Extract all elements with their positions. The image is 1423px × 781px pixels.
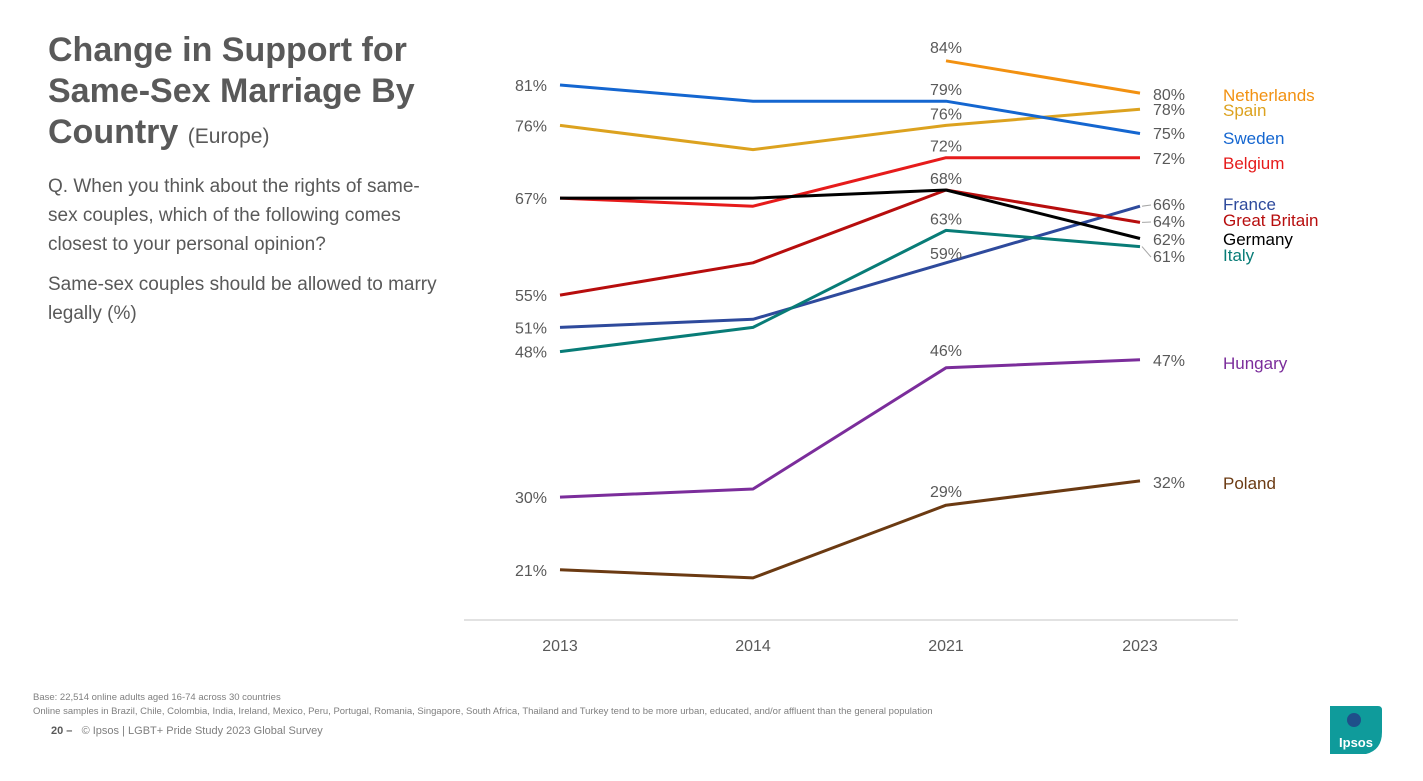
survey-question: Q. When you think about the rights of sa… xyxy=(48,176,420,255)
x-tick-label-2014: 2014 xyxy=(735,638,771,655)
data-label-hungary-2013: 30% xyxy=(515,490,547,507)
leader-line-france xyxy=(1141,204,1152,207)
data-label-italy-2021: 63% xyxy=(930,211,962,228)
data-label-france-2023: 66% xyxy=(1153,197,1185,214)
series-line-hungary xyxy=(559,358,1141,499)
legend-label-great-britain: Great Britain xyxy=(1223,211,1318,230)
legend-label-sweden: Sweden xyxy=(1223,129,1284,148)
legend-label-netherlands: Netherlands xyxy=(1223,86,1315,105)
data-label-spain-2013: 76% xyxy=(515,118,547,135)
legend-label-spain: Spain xyxy=(1223,101,1266,120)
data-label-france-2013: 51% xyxy=(515,320,547,337)
series-line-france xyxy=(559,204,1141,329)
x-tick-label-2013: 2013 xyxy=(542,638,578,655)
series-line-germany xyxy=(560,188,1141,240)
page-title: Change in Support for Same-Sex Marriage … xyxy=(48,30,468,157)
data-label-poland-2021: 29% xyxy=(930,484,962,501)
series-line-poland xyxy=(559,479,1141,580)
x-tick-label-2021: 2021 xyxy=(928,638,964,655)
x-tick-label-2023: 2023 xyxy=(1122,638,1158,655)
leader-line-italy xyxy=(1141,246,1152,258)
data-label-hungary-2023: 47% xyxy=(1153,353,1185,370)
logo-mark-icon xyxy=(1347,713,1361,727)
series-line-netherlands xyxy=(945,59,1141,95)
page-number: 20 – xyxy=(51,725,73,737)
data-label-germany-2023: 62% xyxy=(1153,232,1185,249)
title-main: Change in Support for Same-Sex Marriage … xyxy=(48,31,415,151)
data-label-italy-2013: 48% xyxy=(515,345,547,362)
data-label-netherlands-2023: 80% xyxy=(1153,87,1185,104)
series-line-sweden xyxy=(559,83,1141,135)
data-label-france-2021: 59% xyxy=(930,246,962,263)
legend-label-italy: Italy xyxy=(1223,246,1255,265)
footer-sample-note: Online samples in Brazil, Chile, Colombi… xyxy=(33,706,933,717)
footer-source: 20 – © Ipsos | LGBT+ Pride Study 2023 Gl… xyxy=(51,725,323,737)
data-label-great-britain-2013: 55% xyxy=(515,288,547,305)
series-line-spain xyxy=(559,107,1141,152)
legend-label-poland: Poland xyxy=(1223,474,1276,493)
data-label-germany-2013: 67% xyxy=(515,191,547,208)
data-label-sweden-2021: 79% xyxy=(930,82,962,99)
data-label-great-britain-2021: 68% xyxy=(930,171,962,188)
survey-subquestion: Same-sex couples should be allowed to ma… xyxy=(48,274,437,324)
data-label-spain-2023: 78% xyxy=(1153,102,1185,119)
logo-text: Ipsos xyxy=(1339,735,1373,750)
footer-base-note: Base: 22,514 online adults aged 16-74 ac… xyxy=(33,692,281,703)
data-label-belgium-2023: 72% xyxy=(1153,151,1185,168)
data-label-spain-2021: 76% xyxy=(930,106,962,123)
legend-label-france: France xyxy=(1223,195,1276,214)
data-label-great-britain-2023: 64% xyxy=(1153,214,1185,231)
legend-label-germany: Germany xyxy=(1223,230,1293,249)
data-label-netherlands-2021: 84% xyxy=(930,40,962,57)
title-subtitle: (Europe) xyxy=(187,125,270,148)
data-label-sweden-2023: 75% xyxy=(1153,126,1185,143)
logo-shape xyxy=(1330,706,1382,754)
source-text: © Ipsos | LGBT+ Pride Study 2023 Global … xyxy=(81,725,323,737)
data-label-poland-2023: 32% xyxy=(1153,475,1185,492)
series-line-belgium xyxy=(559,156,1140,208)
legend-label-hungary: Hungary xyxy=(1223,354,1288,373)
data-label-italy-2023: 61% xyxy=(1153,249,1185,266)
data-label-belgium-2021: 72% xyxy=(930,139,962,156)
data-label-sweden-2013: 81% xyxy=(515,78,547,95)
legend-label-belgium: Belgium xyxy=(1223,154,1284,173)
data-label-poland-2013: 21% xyxy=(515,563,547,580)
data-label-hungary-2021: 46% xyxy=(930,343,962,360)
series-line-great-britain xyxy=(559,188,1141,297)
series-line-italy xyxy=(559,228,1141,354)
ipsos-logo: Ipsos xyxy=(1330,706,1382,754)
